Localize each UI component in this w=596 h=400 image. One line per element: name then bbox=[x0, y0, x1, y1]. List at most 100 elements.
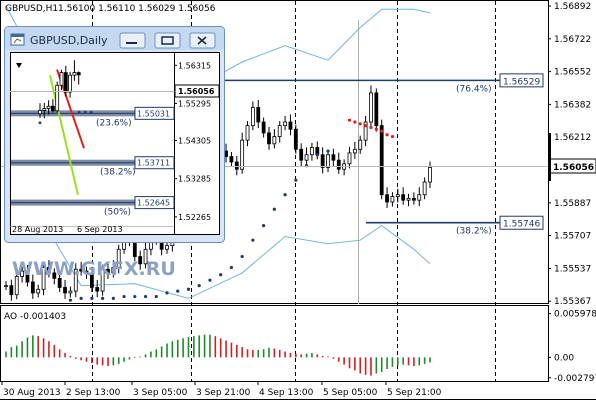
candle-body bbox=[422, 181, 427, 196]
close-icon bbox=[197, 36, 207, 45]
candle-body bbox=[165, 245, 169, 250]
candle-body bbox=[240, 139, 245, 170]
candle-body bbox=[41, 267, 46, 290]
ao-histogram bbox=[5, 334, 431, 376]
ao-tick-label: 0.00 bbox=[554, 353, 574, 363]
candle-body bbox=[304, 154, 309, 161]
daily-level-price: 1.55031 bbox=[137, 109, 170, 118]
daily-candle-body bbox=[76, 72, 81, 76]
candle-body bbox=[293, 128, 298, 150]
minimize-button[interactable] bbox=[119, 32, 146, 49]
level-price-box bbox=[499, 73, 544, 88]
price-candles bbox=[4, 85, 432, 301]
price-tick-label: 1.55707 bbox=[554, 232, 591, 242]
time-tick-label: 3 Sep 05:00 bbox=[133, 388, 188, 398]
candle-body bbox=[245, 125, 250, 141]
candle-body bbox=[385, 194, 389, 203]
candle-body bbox=[363, 121, 368, 141]
daily-sar-dot bbox=[38, 121, 42, 125]
candle-body bbox=[261, 121, 266, 134]
candle-body bbox=[111, 267, 116, 274]
sar-dot bbox=[272, 207, 276, 211]
daily-candle-body bbox=[38, 109, 42, 115]
candle-body bbox=[79, 268, 84, 272]
daily-candle-body bbox=[59, 72, 64, 86]
candle-body bbox=[250, 107, 255, 127]
sar-dot-red bbox=[353, 120, 357, 124]
candle-body bbox=[299, 148, 304, 161]
daily-candle-body bbox=[55, 84, 60, 112]
fibo-levels: (76.4%) 1.56529 (38.2%) 1.55746 bbox=[225, 73, 544, 237]
candle-body bbox=[57, 277, 62, 288]
sar-dot-red bbox=[380, 129, 384, 133]
daily-time-tick-label: 6 Sep 2013 bbox=[77, 225, 123, 234]
candle-body bbox=[224, 150, 228, 157]
sar-dot bbox=[208, 278, 212, 282]
candle-body bbox=[229, 156, 234, 163]
candle-body bbox=[138, 256, 143, 265]
candle-body bbox=[310, 147, 314, 156]
daily-window[interactable]: GBPUSD,Daily (23.6%) 1.55031 (38.2%)1.5371… bbox=[4, 26, 225, 243]
sar-dot-red bbox=[385, 133, 389, 137]
sar-dot bbox=[186, 287, 191, 291]
sar-dot bbox=[240, 254, 244, 259]
daily-price-tick-label: 1.54305 bbox=[178, 136, 211, 145]
daily-current-price-box bbox=[174, 84, 220, 98]
sar-dot bbox=[79, 296, 83, 300]
daily-level-price-box bbox=[134, 156, 175, 170]
candle-body bbox=[68, 290, 73, 294]
daily-current-price-label: 1.56056 bbox=[178, 87, 215, 96]
sar-dot bbox=[90, 296, 94, 300]
time-tick-label: 3 Sep 21:00 bbox=[196, 388, 251, 398]
sar-dot-red bbox=[374, 127, 378, 131]
minimize-icon bbox=[126, 42, 137, 44]
price-tick-label: 1.55887 bbox=[554, 199, 591, 209]
ao-label: AO -0.001403 bbox=[4, 312, 66, 322]
candle-body bbox=[143, 248, 148, 265]
daily-price-axis: 1.56315 1.55295 1.54305 1.53285 1.52265 bbox=[174, 61, 211, 222]
candle-body bbox=[47, 267, 51, 274]
sar-dot bbox=[315, 153, 319, 157]
daily-price-tick-label: 1.52265 bbox=[178, 213, 211, 222]
daily-trend-line-green bbox=[49, 74, 79, 196]
ao-axis: 0.005978 0.00 -0.002797 bbox=[548, 310, 596, 384]
daily-price-tick-label: 1.55295 bbox=[178, 99, 211, 108]
candle-body bbox=[63, 287, 67, 294]
time-tick-label: 5 Sep 21:00 bbox=[387, 388, 442, 398]
candle-body bbox=[374, 92, 379, 127]
daily-sar-dot bbox=[83, 110, 87, 114]
sar-dot-red bbox=[363, 124, 368, 128]
level-percent-label: (76.4%) bbox=[456, 84, 492, 94]
daily-level-percent: (50%) bbox=[104, 208, 131, 218]
daily-candle-body bbox=[46, 105, 51, 109]
level-price-label: 1.55746 bbox=[503, 220, 540, 230]
candle-body bbox=[84, 270, 89, 274]
candle-body bbox=[100, 268, 105, 292]
daily-level-price-box bbox=[134, 106, 175, 120]
daily-sar-dot bbox=[89, 110, 93, 114]
candle-body bbox=[331, 154, 336, 161]
time-tick-label: 5 Sep 05:00 bbox=[323, 388, 378, 398]
sar-dot bbox=[326, 149, 330, 153]
candle-body bbox=[347, 152, 352, 165]
sar-dot-red bbox=[369, 125, 373, 130]
price-tick-label: 1.56722 bbox=[554, 35, 591, 45]
restore-button[interactable] bbox=[154, 32, 181, 49]
sar-dot-red bbox=[347, 118, 352, 122]
daily-candle-body bbox=[72, 72, 77, 76]
daily-price-tick-label: 1.53285 bbox=[178, 175, 211, 184]
sar-dot bbox=[133, 294, 137, 299]
candle-body bbox=[52, 272, 57, 279]
watermark: WWW.GKFX.RU bbox=[12, 258, 176, 280]
candle-body bbox=[277, 125, 282, 137]
sar-dot bbox=[283, 193, 287, 197]
ao-tick-label: -0.002797 bbox=[554, 374, 596, 384]
daily-time-tick-label: 28 Aug 2013 bbox=[12, 225, 63, 234]
sar-dot bbox=[229, 265, 234, 270]
level-price-box bbox=[499, 215, 544, 230]
candle-body bbox=[4, 285, 8, 288]
sar-dot bbox=[165, 291, 169, 295]
candle-body bbox=[116, 248, 121, 268]
level-price-label: 1.56529 bbox=[503, 77, 540, 87]
